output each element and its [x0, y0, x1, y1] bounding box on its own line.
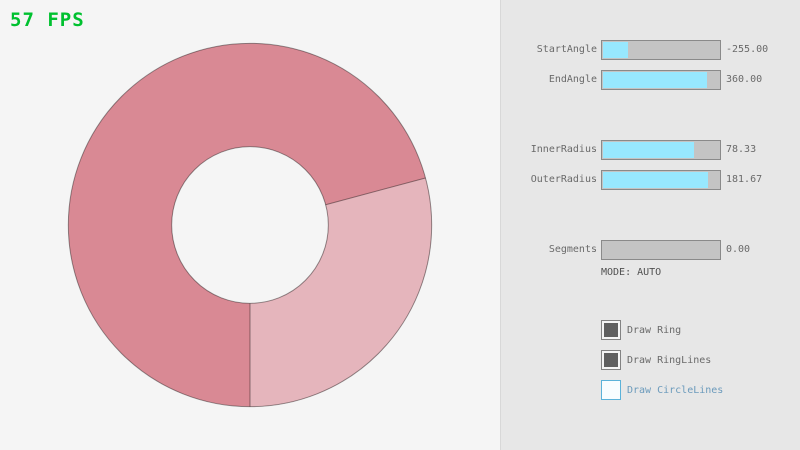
outerradius-value: 181.67 — [726, 174, 763, 185]
endangle-value: 360.00 — [726, 74, 763, 85]
checkbox-row-draw-circlelines: Draw CircleLines — [601, 380, 723, 400]
draw-circlelines-label: Draw CircleLines — [627, 384, 724, 396]
innerradius-slider-fill — [603, 142, 694, 158]
segments-slider[interactable] — [601, 240, 721, 260]
mode-label: MODE: AUTO — [601, 267, 662, 278]
ring-hole — [171, 146, 329, 304]
ring-outer-outline — [67, 42, 433, 408]
slider-row-outerradius: OuterRadius 181.67 — [501, 170, 800, 190]
control-panel: StartAngle -255.00 EndAngle 360.00 Inner… — [500, 0, 800, 450]
innerradius-label: InnerRadius — [530, 144, 597, 155]
outerradius-slider-fill — [603, 172, 709, 188]
outerradius-label: OuterRadius — [530, 174, 597, 185]
draw-ringlines-label: Draw RingLines — [627, 354, 712, 366]
check-mark-icon — [604, 323, 618, 337]
startangle-value: -255.00 — [726, 44, 769, 55]
draw-ringlines-checkbox[interactable] — [601, 350, 621, 370]
fps-counter: 57 FPS — [10, 9, 85, 31]
ring-inner-outline — [171, 146, 329, 304]
ring-cap-line-1 — [325, 177, 426, 206]
outerradius-slider[interactable] — [601, 170, 721, 190]
draw-ring-checkbox[interactable] — [601, 320, 621, 340]
draw-circlelines-checkbox[interactable] — [601, 380, 621, 400]
startangle-slider-fill — [603, 42, 629, 58]
segments-label: Segments — [548, 244, 597, 255]
checkbox-row-draw-ringlines: Draw RingLines — [601, 350, 711, 370]
slider-row-endangle: EndAngle 360.00 — [501, 70, 800, 90]
slider-row-innerradius: InnerRadius 78.33 — [501, 140, 800, 160]
ring-single-pass-sector — [250, 177, 432, 407]
endangle-slider[interactable] — [601, 70, 721, 90]
startangle-label: StartAngle — [536, 44, 597, 55]
check-mark-icon — [604, 353, 618, 367]
checkbox-row-draw-ring: Draw Ring — [601, 320, 681, 340]
innerradius-slider[interactable] — [601, 140, 721, 160]
innerradius-value: 78.33 — [726, 144, 757, 155]
slider-row-segments: Segments 0.00 — [501, 240, 800, 260]
endangle-slider-fill — [603, 72, 708, 88]
segments-value: 0.00 — [726, 244, 751, 255]
startangle-slider[interactable] — [601, 40, 721, 60]
draw-ring-label: Draw Ring — [627, 324, 682, 336]
slider-row-startangle: StartAngle -255.00 — [501, 40, 800, 60]
endangle-label: EndAngle — [548, 74, 597, 85]
